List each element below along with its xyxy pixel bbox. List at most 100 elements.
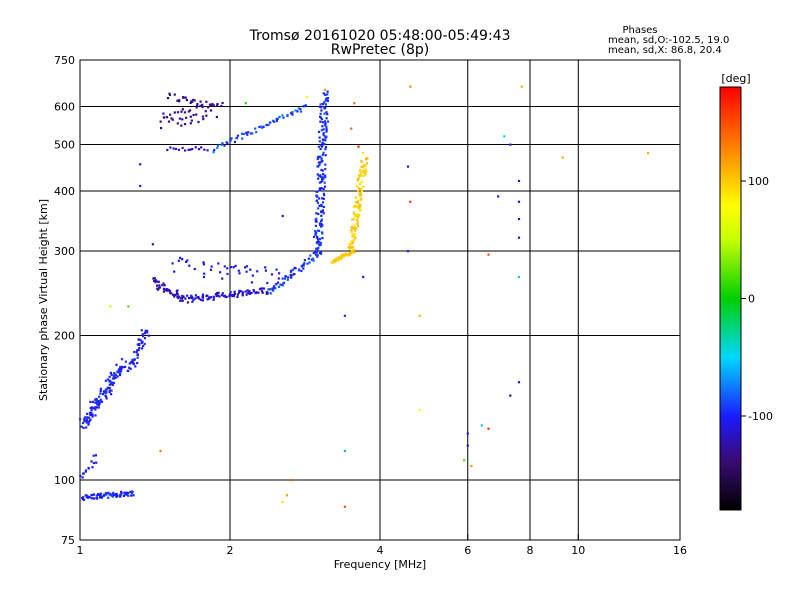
data-point	[193, 267, 196, 271]
data-point	[324, 154, 327, 157]
data-point	[96, 403, 99, 406]
data-point	[316, 235, 319, 238]
data-point	[111, 495, 114, 498]
data-point	[282, 116, 285, 119]
data-point	[357, 190, 360, 193]
gridlines	[80, 60, 680, 540]
data-point	[105, 493, 108, 496]
data-point	[320, 109, 323, 112]
data-point	[324, 148, 327, 151]
data-point	[360, 197, 363, 200]
data-point	[289, 270, 292, 273]
data-point	[91, 493, 94, 497]
data-point	[250, 292, 253, 295]
data-point	[233, 290, 236, 293]
data-point	[362, 151, 365, 155]
data-point	[105, 390, 108, 393]
data-point	[245, 270, 248, 273]
data-point	[140, 341, 143, 345]
data-point	[176, 289, 179, 292]
data-point	[86, 416, 89, 419]
data-point	[321, 210, 324, 213]
colorbar-tick-label: 100	[748, 175, 769, 188]
data-point	[99, 492, 102, 495]
x-tick-label: 6	[464, 544, 471, 557]
data-point	[324, 106, 327, 110]
data-point	[317, 165, 320, 168]
data-point	[303, 262, 306, 265]
data-point	[238, 289, 241, 292]
data-point	[276, 281, 280, 284]
data-point	[278, 272, 281, 275]
data-point	[120, 490, 123, 493]
data-point	[183, 111, 187, 114]
data-point	[194, 146, 197, 149]
data-point	[358, 204, 361, 207]
data-point	[302, 263, 305, 266]
data-point	[306, 262, 309, 265]
data-point	[309, 254, 312, 257]
data-point	[274, 283, 277, 286]
data-point	[128, 362, 131, 365]
data-point	[350, 127, 353, 130]
data-point	[103, 493, 106, 496]
data-point	[294, 267, 297, 270]
data-point	[351, 218, 354, 221]
data-point	[326, 97, 330, 100]
data-point	[323, 120, 327, 123]
data-point	[220, 294, 224, 297]
data-point	[99, 387, 102, 390]
data-point	[130, 361, 133, 364]
data-point	[323, 88, 326, 91]
data-point	[206, 149, 209, 152]
data-point	[213, 149, 216, 152]
data-point	[356, 222, 359, 225]
data-point	[273, 120, 276, 123]
data-point	[182, 96, 185, 99]
data-point	[277, 277, 280, 280]
data-point	[317, 246, 320, 250]
data-point	[269, 121, 272, 124]
data-point	[324, 146, 328, 149]
data-point	[409, 200, 412, 203]
data-point	[244, 290, 247, 293]
data-point	[176, 111, 180, 114]
data-point	[270, 273, 274, 276]
data-point	[154, 281, 157, 284]
data-point	[202, 275, 206, 279]
data-point	[165, 289, 168, 292]
data-point	[323, 112, 326, 115]
data-point	[194, 294, 197, 297]
data-point	[221, 277, 224, 280]
data-point	[316, 254, 319, 257]
data-point	[271, 287, 274, 290]
data-point	[131, 490, 134, 493]
data-point	[139, 184, 142, 188]
data-point	[293, 273, 296, 276]
data-point	[152, 277, 155, 280]
data-point	[319, 223, 322, 227]
data-point	[324, 139, 327, 142]
x-tick-labels: 1 2 4 6 8 10 16	[77, 534, 687, 557]
data-point	[248, 292, 251, 295]
data-point	[354, 237, 357, 240]
data-point	[173, 93, 176, 96]
data-point	[355, 213, 358, 216]
data-point	[187, 110, 190, 113]
data-point	[216, 144, 219, 147]
data-point	[320, 187, 323, 190]
data-point	[131, 360, 134, 363]
data-point	[245, 131, 248, 134]
data-point	[352, 212, 355, 215]
data-point	[487, 427, 490, 430]
data-point	[135, 351, 138, 354]
data-point	[220, 143, 223, 146]
data-point	[143, 342, 146, 346]
data-point	[104, 388, 107, 391]
data-point	[275, 268, 278, 271]
data-point	[324, 93, 327, 97]
data-point	[349, 243, 352, 246]
data-point	[199, 298, 202, 301]
data-point	[359, 194, 362, 197]
data-point	[90, 409, 93, 412]
